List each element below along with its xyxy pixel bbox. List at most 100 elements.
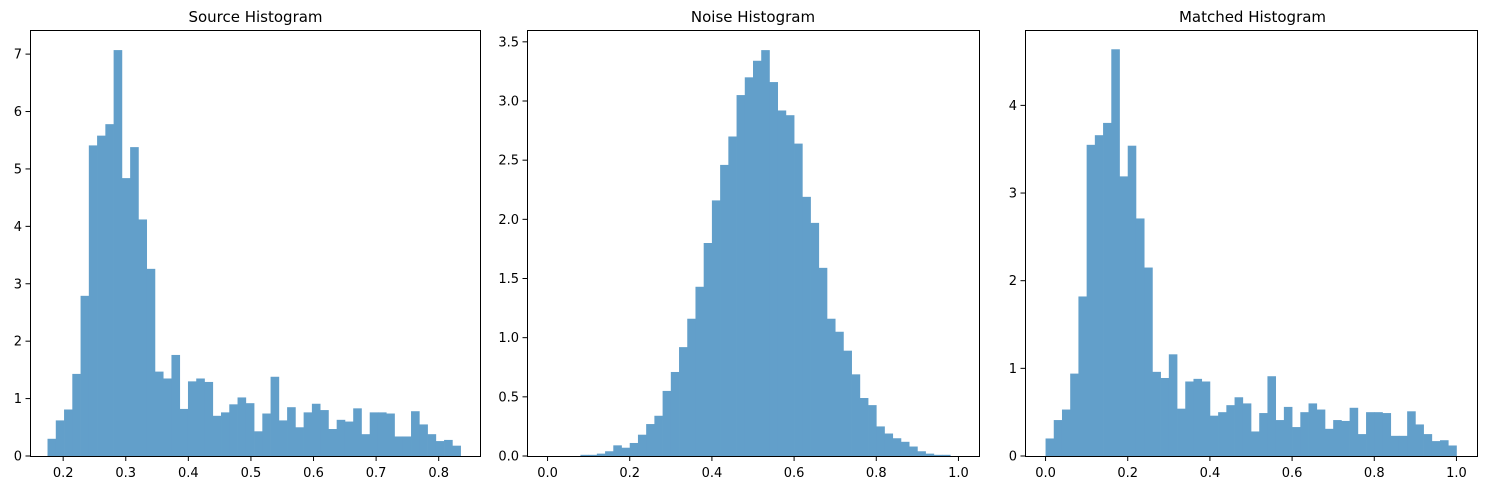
source-histogram-bar [320,410,329,456]
matched-histogram-panel: Matched Histogram 0.0 0.2 0.4 0.6 0.8 1.0 0 1 2… [1009,8,1478,481]
source-histogram-bar [427,434,437,456]
noise-histogram-bar [859,398,869,456]
source-histogram-bar [287,407,296,456]
noise-histogram-bar [810,222,820,456]
source-histogram-bar [245,403,255,456]
matched-histogram-y-ticks: 0 1 2 3 4 [1009,99,1026,465]
matched-histogram-bar [1374,412,1383,456]
source-histogram-bar [229,404,238,456]
matched-histogram-x-tick-label: 1.0 [1446,466,1467,481]
noise-histogram-bar [900,441,910,456]
matched-histogram-bar [1398,435,1408,456]
noise-histogram-bar [605,451,614,456]
matched-histogram-bar [1259,413,1268,456]
noise-histogram-bar [769,82,779,456]
source-histogram-bar [262,413,271,456]
noise-histogram-bars [580,50,951,457]
source-histogram-bar [80,295,90,456]
source-histogram-bar [394,436,404,456]
noise-histogram-bar [942,454,951,456]
matched-histogram-bar [1094,135,1104,456]
source-histogram-bar [138,219,148,456]
matched-histogram-bar [1316,409,1326,456]
source-histogram-bar [179,408,189,456]
source-histogram-x-tick-label: 0.5 [241,466,262,481]
matched-histogram-bar [1366,412,1375,456]
noise-histogram-bar [629,442,639,456]
source-histogram-x-tick-label: 0.4 [178,466,199,481]
source-histogram-y-tick-label: 1 [14,392,22,407]
matched-histogram-bar [1440,440,1449,456]
noise-histogram-bar [884,433,894,456]
noise-histogram-x-tick-label: 0.0 [537,466,558,481]
matched-histogram-bar [1127,145,1137,456]
source-histogram-bar [47,438,57,456]
noise-histogram-bar [662,390,672,456]
matched-histogram-axes-frame [1025,30,1478,457]
matched-histogram-bar [1119,176,1129,456]
source-histogram-bar [377,412,387,456]
noise-histogram-x-tick-label: 0.6 [784,466,805,481]
noise-histogram-bar [876,426,885,456]
matched-histogram-bar [1242,403,1252,456]
noise-histogram-x-tick-label: 0.4 [702,466,723,481]
source-histogram-bar [411,411,420,456]
source-histogram-bar [221,412,230,456]
noise-histogram-bar [892,438,902,456]
source-histogram-bar [402,436,412,456]
source-histogram-bar [311,403,321,456]
source-histogram-title: Source Histogram [188,8,322,26]
source-histogram-y-tick-label: 4 [14,220,22,235]
matched-histogram-bar [1341,420,1350,456]
noise-histogram-bar [580,454,589,456]
noise-histogram-bar [687,318,696,456]
noise-histogram-bar [851,374,861,456]
source-histogram-bar [171,354,181,456]
matched-histogram-bar [1177,408,1186,456]
matched-histogram-bar [1431,441,1441,456]
matched-histogram-bar [1086,144,1096,456]
source-histogram-bar [154,371,164,456]
matched-histogram-bar [1382,413,1392,456]
noise-histogram-y-tick-label: 0.0 [498,450,519,465]
source-histogram-y-tick-label: 0 [14,450,22,465]
source-histogram-x-ticks: 0.2 0.3 0.4 0.5 0.6 0.7 0.8 [53,456,449,481]
noise-histogram-bar [777,110,787,456]
source-histogram-y-tick-label: 5 [14,162,22,177]
noise-histogram-y-tick-label: 1.5 [498,272,519,287]
source-histogram-bar [163,378,172,456]
source-histogram-x-tick-label: 0.2 [53,466,74,481]
matched-histogram-bar [1390,435,1400,456]
source-histogram-bar [64,409,73,456]
matched-histogram-bar [1070,373,1079,456]
matched-histogram-title: Matched Histogram [1179,8,1326,26]
noise-histogram-bar [843,350,852,456]
noise-histogram-y-tick-label: 3.0 [498,95,519,110]
matched-histogram-bar [1045,438,1055,456]
matched-histogram-bar [1185,381,1194,456]
source-histogram-bar [435,441,445,456]
matched-histogram-x-tick-label: 0.4 [1200,466,1221,481]
noise-histogram-y-tick-label: 3.5 [498,35,519,50]
matched-histogram-x-tick-label: 0.0 [1035,466,1056,481]
matched-histogram-y-tick-label: 2 [1009,274,1017,289]
noise-histogram-bar [621,447,631,456]
noise-histogram-y-tick-label: 0.5 [498,390,519,405]
source-histogram-bars [47,50,461,457]
source-histogram-bar [336,419,346,456]
matched-histogram-bar [1193,378,1203,456]
matched-histogram-bar [1292,427,1301,456]
matched-histogram-bar [1078,296,1087,456]
source-histogram-y-tick-label: 7 [14,48,22,63]
source-histogram-bar [97,135,106,456]
noise-histogram-bar [646,424,655,456]
noise-histogram-bar [753,60,762,457]
matched-histogram-bar [1209,415,1219,456]
noise-histogram-x-ticks: 0.0 0.2 0.4 0.6 0.8 1.0 [537,456,969,481]
noise-histogram-bar [868,405,877,456]
noise-histogram-bar [802,196,811,456]
source-histogram-bar [237,397,247,456]
matched-histogram-y-tick-label: 4 [1009,99,1017,114]
matched-histogram-x-tick-label: 0.2 [1117,466,1138,481]
matched-histogram-bar [1349,407,1359,456]
